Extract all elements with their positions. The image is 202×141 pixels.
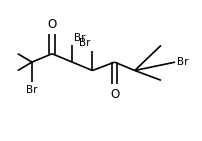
Text: Br: Br — [26, 85, 38, 95]
Text: Br: Br — [176, 57, 188, 67]
Text: Br: Br — [74, 33, 85, 43]
Text: Br: Br — [79, 38, 90, 48]
Text: O: O — [47, 18, 56, 31]
Text: O: O — [109, 88, 119, 101]
